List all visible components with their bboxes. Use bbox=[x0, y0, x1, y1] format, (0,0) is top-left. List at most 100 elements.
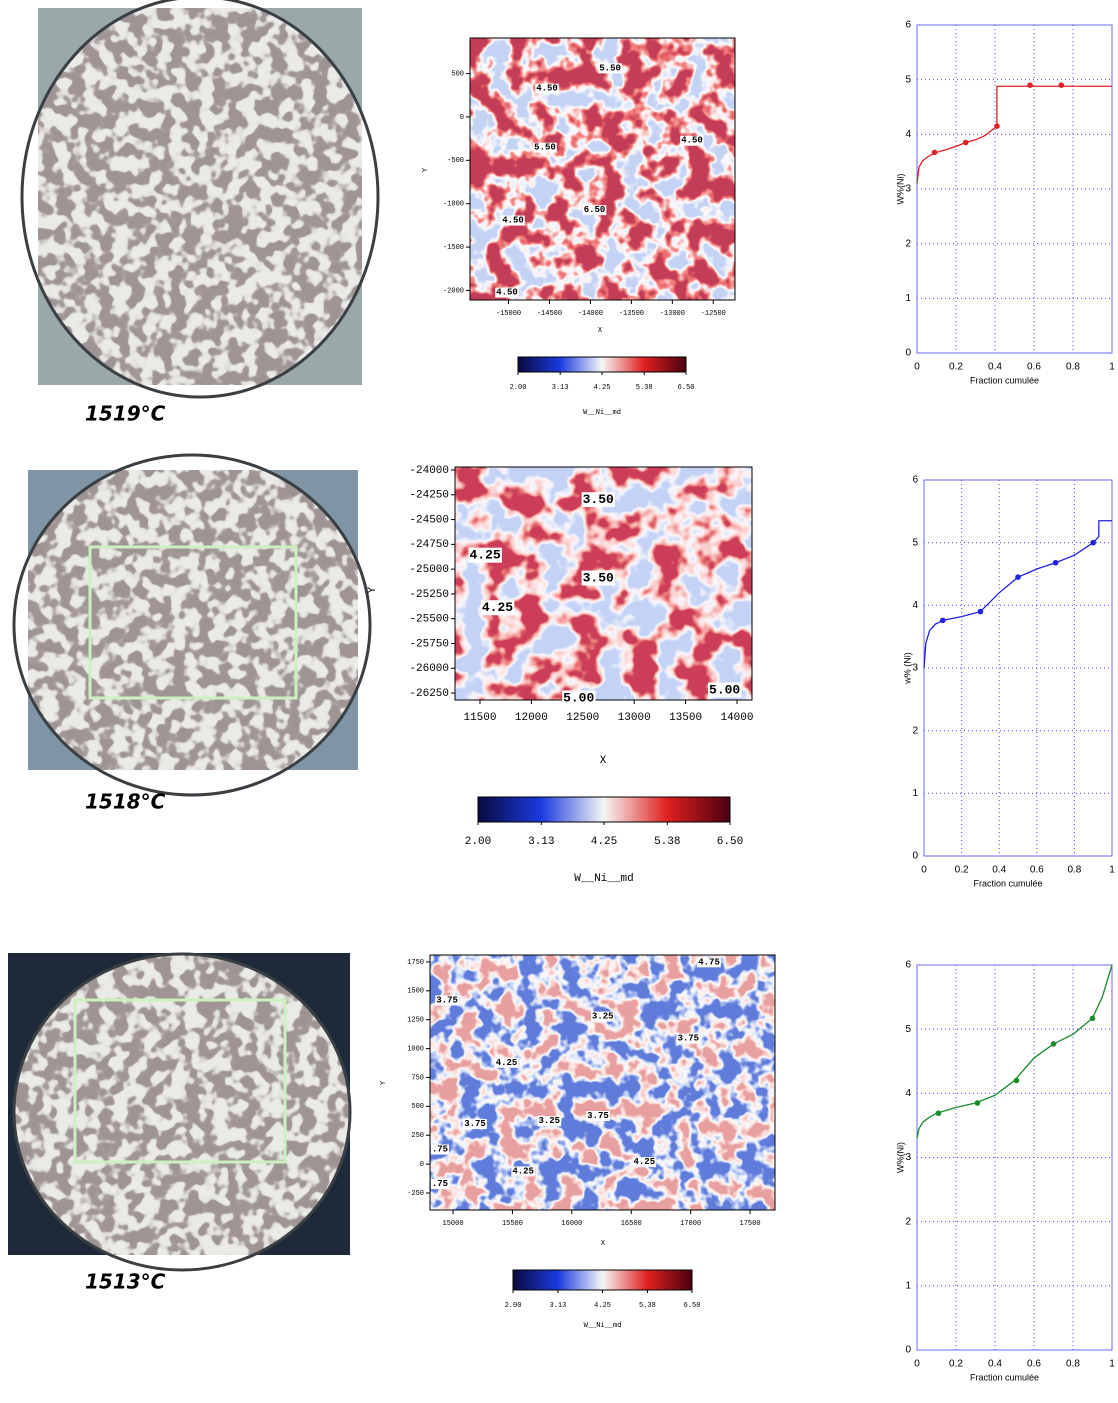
zoom-frame bbox=[88, 545, 298, 700]
y-tick-label: 0 bbox=[420, 1161, 424, 1169]
x-tick-label: -13500 bbox=[619, 310, 644, 318]
x-tick-label: 17000 bbox=[680, 1220, 701, 1228]
contour-label-background bbox=[697, 957, 721, 968]
x-tick-label: 0.2 bbox=[955, 865, 969, 876]
y-tick-label: 1 bbox=[905, 1280, 911, 1291]
contour-label-background bbox=[501, 215, 525, 226]
x-tick-label: 16000 bbox=[561, 1220, 582, 1228]
micrograph bbox=[14, 954, 350, 1255]
x-tick-label: 0.6 bbox=[1027, 1359, 1041, 1370]
y-tick-label: 0 bbox=[460, 114, 464, 122]
colorbar-tick-label: 2.00 bbox=[465, 836, 491, 848]
micrograph bbox=[38, 8, 362, 385]
y-tick-label: 0 bbox=[912, 851, 918, 862]
y-axis-label: W%(Ni) bbox=[895, 1142, 905, 1173]
contour-label-background bbox=[680, 135, 704, 146]
point-marker bbox=[977, 608, 984, 615]
contour-label: 3.75 bbox=[587, 1111, 609, 1121]
colorbar-tick-label: 5.38 bbox=[639, 1302, 656, 1310]
y-tick-label: 500 bbox=[451, 70, 464, 78]
colorbar bbox=[477, 796, 731, 823]
y-tick-label: -26000 bbox=[409, 663, 449, 675]
x-tick-label: 15500 bbox=[502, 1220, 523, 1228]
contour-label: 3.25 bbox=[592, 1012, 614, 1022]
curve bbox=[916, 85, 1112, 184]
y-tick-label: -25000 bbox=[409, 564, 449, 576]
contour-label: 4.25 bbox=[470, 548, 501, 563]
x-tick-label: 1 bbox=[1109, 362, 1115, 373]
contour-label-background bbox=[463, 1119, 487, 1130]
x-tick-label: 0 bbox=[914, 1359, 920, 1370]
y-tick-label: -26250 bbox=[409, 688, 449, 700]
colorbar-tick-label: 2.00 bbox=[510, 384, 527, 392]
plot-frame bbox=[916, 964, 1113, 1351]
y-tick-label: 6 bbox=[905, 20, 911, 31]
contour-label-background bbox=[581, 570, 616, 586]
y-tick-label: -24500 bbox=[409, 514, 449, 526]
contour-label-background bbox=[562, 690, 596, 706]
x-tick-label: 15000 bbox=[443, 1220, 464, 1228]
point-marker bbox=[1089, 1015, 1096, 1022]
y-tick-label: 2 bbox=[912, 725, 918, 736]
x-tick-label: 12000 bbox=[515, 712, 548, 724]
x-tick-label: 14000 bbox=[720, 712, 753, 724]
colorbar-tick-label: 3.13 bbox=[552, 384, 569, 392]
zoom-frame bbox=[73, 998, 287, 1164]
contour-label-background bbox=[435, 995, 459, 1006]
curve bbox=[923, 520, 1112, 669]
point-marker bbox=[1015, 574, 1021, 580]
contour-label-background bbox=[586, 1110, 610, 1121]
point-marker bbox=[940, 617, 946, 624]
y-tick-label: -2000 bbox=[443, 287, 464, 295]
x-tick-label: 0.8 bbox=[1066, 1359, 1080, 1370]
contour-label: 6.50 bbox=[584, 205, 606, 215]
plot-frame bbox=[429, 954, 776, 1211]
contour-field bbox=[470, 38, 735, 300]
x-tick-label: -14500 bbox=[537, 310, 562, 318]
x-tick-label: 1 bbox=[1109, 865, 1115, 876]
y-tick-label: -1500 bbox=[443, 244, 464, 252]
y-tick-label: 4 bbox=[905, 1088, 911, 1099]
y-tick-label: 0 bbox=[905, 348, 911, 359]
contour-label-background bbox=[676, 1033, 701, 1044]
micrograph bbox=[28, 470, 358, 770]
x-tick-label: 0 bbox=[921, 865, 927, 876]
y-tick-label: -25750 bbox=[409, 638, 449, 650]
y-tick-label: 5 bbox=[905, 74, 911, 85]
sample-rim bbox=[12, 453, 372, 797]
x-tick-label: 16500 bbox=[621, 1220, 642, 1228]
point-marker bbox=[974, 1100, 981, 1106]
contour-label-background bbox=[632, 1157, 657, 1168]
curve bbox=[916, 964, 1113, 1139]
contour-label: 5.50 bbox=[534, 143, 556, 153]
contour-label: 4.25 bbox=[496, 1058, 518, 1068]
contour-field bbox=[430, 955, 775, 1210]
temperature-label: 1518°C bbox=[85, 790, 166, 814]
contour-label: 3.75 bbox=[677, 1034, 699, 1044]
x-axis-label: X bbox=[601, 1240, 606, 1248]
x-axis-label: Fraction cumulée bbox=[973, 878, 1042, 888]
y-axis-label: Y bbox=[367, 586, 379, 593]
x-tick-label: 0.4 bbox=[988, 1359, 1002, 1370]
contour-label-background bbox=[537, 1116, 562, 1127]
y-tick-label: -24250 bbox=[409, 490, 449, 502]
colorbar-tick-label: 6.50 bbox=[678, 384, 695, 392]
y-tick-label: 3 bbox=[905, 184, 911, 195]
y-tick-label: 3 bbox=[905, 1152, 911, 1163]
y-tick-label: 1750 bbox=[407, 959, 424, 967]
point-marker bbox=[1013, 1077, 1020, 1084]
y-tick-label: 1 bbox=[905, 293, 911, 304]
y-tick-label: -1000 bbox=[443, 201, 464, 209]
x-tick-label: 0.4 bbox=[988, 362, 1002, 373]
x-tick-label: 11500 bbox=[463, 712, 496, 724]
y-tick-label: 2 bbox=[905, 238, 911, 249]
x-axis-label: Fraction cumulée bbox=[970, 1372, 1039, 1382]
point-marker bbox=[1027, 82, 1033, 88]
x-tick-label: 0.2 bbox=[949, 362, 963, 373]
y-tick-label: 4 bbox=[905, 129, 911, 140]
colorbar-tick-label: 4.25 bbox=[594, 384, 611, 392]
contour-label-background bbox=[533, 142, 557, 153]
x-tick-label: -15000 bbox=[496, 310, 521, 318]
colorbar bbox=[512, 1269, 693, 1291]
